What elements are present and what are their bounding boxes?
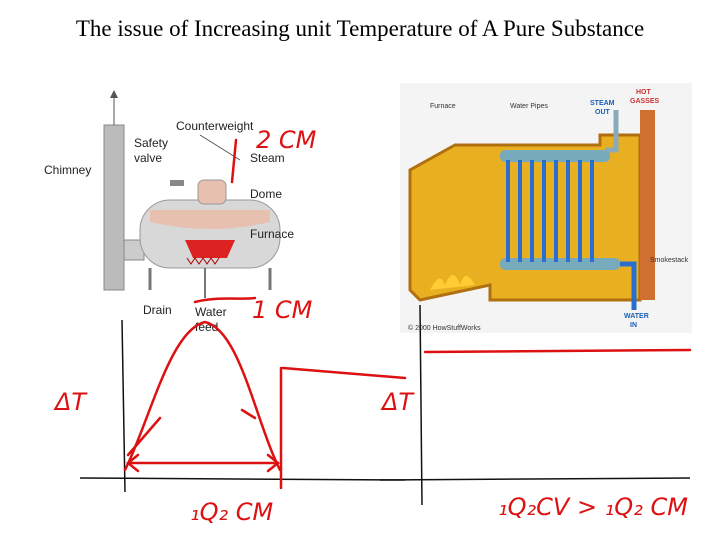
label: Water [195,305,227,319]
label: Chimney [44,163,91,177]
label: Furnace [250,227,294,241]
water-tube-boiler-diagram [400,83,692,333]
handwritten-note: 2 CM [256,126,317,154]
label: valve [134,151,162,165]
handwritten-note: 1 CM [252,296,313,324]
label: Counterweight [176,119,254,133]
label: Steam [250,151,285,165]
label: Smokestack [650,257,689,264]
label: Drain [143,303,172,317]
label: OUT [595,109,611,116]
handwritten-sketch [79,138,692,506]
label: GASSES [630,98,660,105]
credit: © 2000 HowStuffWorks [408,324,481,332]
handwritten-note: ₁Q₂ CM [190,498,274,526]
label: Safety [134,136,168,150]
handwritten-note: ΔT [53,388,88,416]
steam-boiler-diagram [103,90,281,298]
label: STEAM [590,100,615,107]
label: Furnace [430,103,456,110]
label: Water Pipes [510,103,548,110]
handwritten-note: ₁Q₂CV > ₁Q₂ CM [498,493,688,521]
label: IN [630,322,637,329]
handwritten-note: ΔT [380,388,415,416]
label: Dome [250,187,282,201]
label: WATER [624,313,649,320]
slide-title: The issue of Increasing unit Temperature… [75,16,645,41]
label: HOT [636,89,652,96]
